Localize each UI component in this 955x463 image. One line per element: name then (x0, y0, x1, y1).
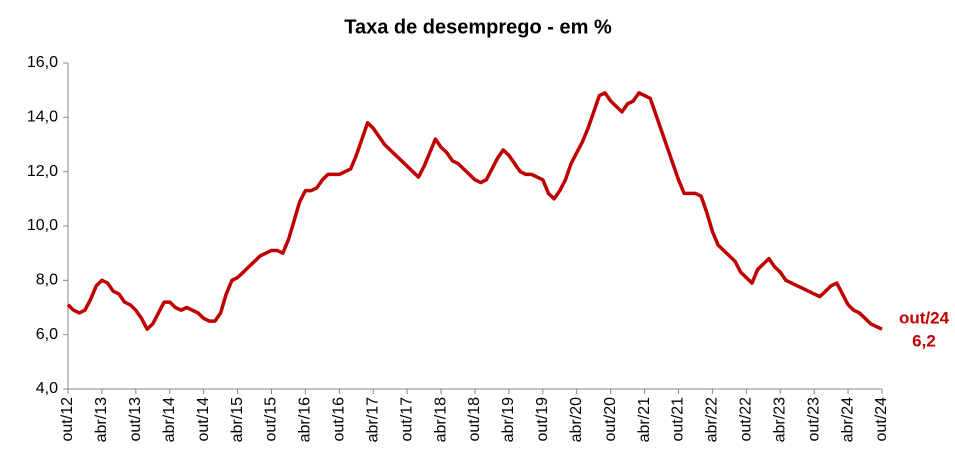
x-tick-label: abr/15 (229, 397, 246, 442)
x-tick-label: out/22 (738, 397, 755, 442)
x-tick-label: out/13 (127, 397, 144, 442)
x-tick-label: abr/14 (161, 397, 178, 442)
x-tick-label: abr/18 (432, 397, 449, 442)
y-tick-label: 12,0 (27, 163, 58, 180)
x-tick-label: abr/13 (93, 397, 110, 442)
y-tick-label: 14,0 (27, 109, 58, 126)
x-tick-label: abr/23 (771, 397, 788, 442)
y-tick-label: 6,0 (36, 326, 58, 343)
x-tick-label: abr/21 (636, 397, 653, 442)
x-tick-label: abr/17 (364, 397, 381, 442)
annotation-value: 6,2 (912, 331, 936, 350)
x-tick-label: abr/19 (500, 397, 517, 442)
x-tick-label: abr/16 (297, 397, 314, 442)
x-tick-label: abr/22 (704, 397, 721, 442)
x-tick-label: out/23 (805, 397, 822, 442)
x-tick-label: abr/20 (568, 397, 585, 442)
y-tick-label: 8,0 (36, 272, 58, 289)
x-tick-label: out/18 (466, 397, 483, 442)
line-series (66, 91, 883, 331)
x-tick-label: out/24 (873, 397, 890, 442)
x-tick-label: out/16 (331, 397, 348, 442)
y-tick-label: 4,0 (36, 380, 58, 397)
y-tick-label: 10,0 (27, 217, 58, 234)
y-tick-label: 16,0 (27, 54, 58, 71)
x-tick-label: out/20 (602, 397, 619, 442)
chart-title: Taxa de desemprego - em % (344, 16, 612, 38)
x-tick-label: out/21 (670, 397, 687, 442)
x-tick-label: out/17 (398, 397, 415, 442)
x-tick-label: out/15 (263, 397, 280, 442)
x-tick-label: out/19 (534, 397, 551, 442)
annotation-label: out/24 (899, 308, 950, 327)
x-tick-label: abr/24 (839, 397, 856, 442)
x-tick-label: out/14 (195, 397, 212, 442)
x-tick-label: out/12 (59, 397, 76, 442)
